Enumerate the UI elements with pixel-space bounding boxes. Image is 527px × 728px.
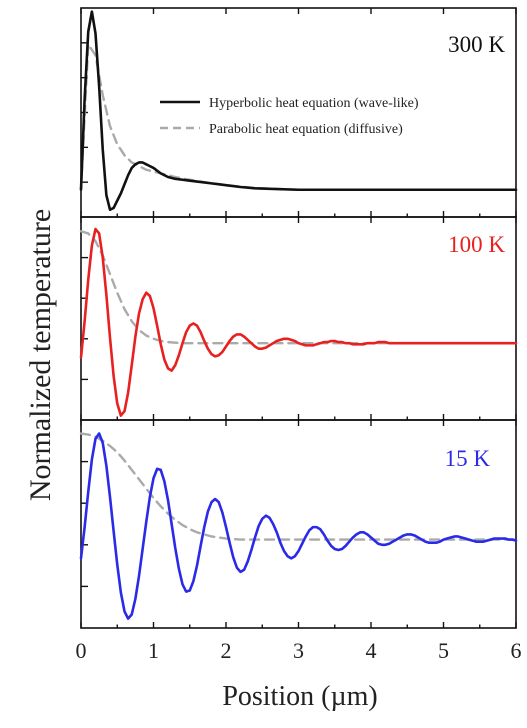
legend: Hyperbolic heat equation (wave-like) Par… (160, 96, 419, 137)
series-line-parabolic (79, 432, 518, 541)
y-axis-label: Normalized temperature (24, 209, 57, 501)
panel-100k: 100 K (79, 216, 518, 421)
x-axis-label: Position (µm) (222, 681, 377, 712)
panel-15k: 15 K (79, 419, 518, 629)
series-line-parabolic (79, 43, 518, 191)
x-tick-labels: 0 1 2 3 4 5 6 (76, 638, 522, 663)
x-tick-label: 3 (293, 638, 304, 663)
panel-label: 100 K (448, 232, 505, 257)
series-line-hyperbolic (79, 10, 518, 212)
x-tick-label: 6 (511, 638, 522, 663)
panel-label: 300 K (448, 32, 505, 57)
series-line-parabolic (79, 230, 518, 345)
x-tick-label: 2 (221, 638, 232, 663)
panel-300k: 300 K (79, 7, 518, 218)
series-line-hyperbolic (79, 432, 518, 620)
panel-label: 15 K (445, 446, 491, 471)
series-line-hyperbolic (79, 227, 518, 417)
x-tick-label: 5 (438, 638, 449, 663)
legend-label-parabolic: Parabolic heat equation (diffusive) (209, 122, 403, 137)
x-tick-label: 1 (148, 638, 159, 663)
x-tick-label: 0 (76, 638, 87, 663)
x-tick-label: 4 (366, 638, 377, 663)
legend-label-hyperbolic: Hyperbolic heat equation (wave-like) (209, 96, 419, 111)
